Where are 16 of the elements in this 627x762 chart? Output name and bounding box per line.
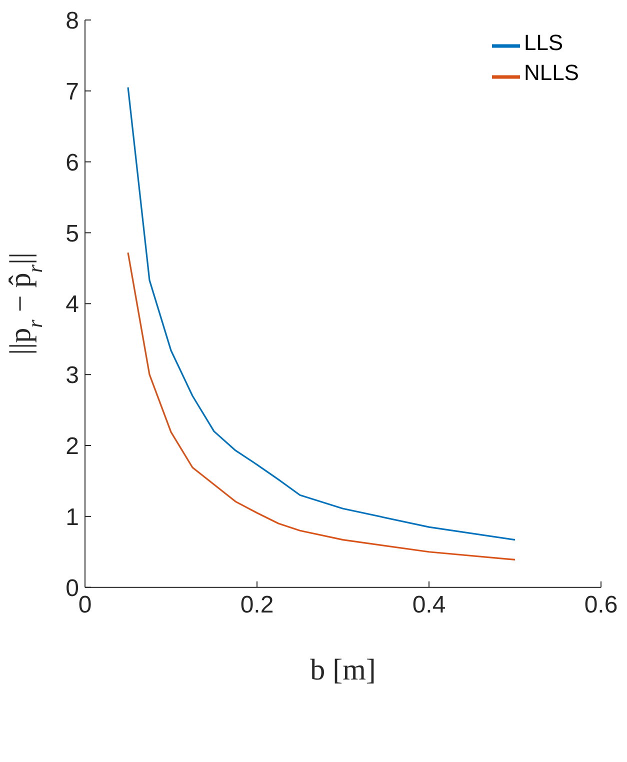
y-tick-label: 5	[66, 220, 79, 248]
x-tick-label: 0.4	[412, 591, 446, 618]
y-tick-label: 1	[66, 504, 79, 531]
y-tick-label: 4	[66, 291, 79, 318]
y-tick-label: 3	[66, 362, 79, 390]
x-axis-title: b [m]	[310, 653, 376, 686]
legend-label: NLLS	[524, 60, 579, 86]
y-tick-label: 6	[66, 149, 79, 176]
y-tick-label: 8	[66, 8, 79, 35]
y-tick-label: 2	[66, 433, 79, 460]
x-tick-label: 0.2	[240, 591, 274, 618]
x-tick-label: 0.6	[584, 591, 618, 618]
line-series	[127, 86, 516, 541]
legend-label: LLS	[524, 30, 564, 55]
line-series	[127, 252, 516, 560]
y-tick-label: 7	[66, 78, 79, 106]
